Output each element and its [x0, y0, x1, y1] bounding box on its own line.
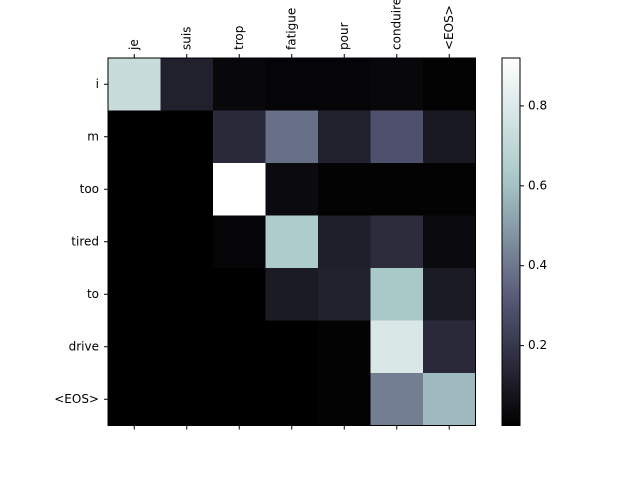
heatmap-cell [318, 268, 371, 321]
heatmap-cell [160, 373, 214, 426]
heatmap-cell [265, 58, 319, 111]
heatmap-cell [265, 268, 319, 321]
heatmap-cell [318, 373, 371, 426]
heatmap-cell [160, 268, 214, 321]
heatmap-cell [265, 215, 319, 269]
heatmap-cell [108, 373, 161, 426]
y-tick-label: to [87, 287, 99, 301]
heatmap-cell [318, 320, 371, 374]
heatmap-cell [160, 215, 214, 269]
heatmap-cell [423, 320, 476, 374]
heatmap-cell [370, 163, 424, 216]
heatmap-cell [108, 320, 161, 374]
y-tick-label: <EOS> [54, 392, 99, 406]
heatmap-cell [160, 110, 214, 164]
heatmap-cell [213, 58, 266, 111]
heatmap-cell [370, 110, 424, 164]
heatmap-cell [213, 110, 266, 164]
heatmap-cell [318, 110, 371, 164]
heatmap-cell [265, 320, 319, 374]
heatmap-cell [160, 58, 214, 111]
x-tick-label: <EOS> [442, 5, 456, 50]
y-tick-label: m [87, 129, 99, 143]
heatmap-cell [265, 373, 319, 426]
x-tick-label: pour [337, 22, 351, 50]
heatmap-cell [108, 268, 161, 321]
x-tick-label: conduire [389, 0, 403, 50]
heatmap-cell [318, 163, 371, 216]
heatmap-cell [370, 58, 424, 111]
colorbar-tick-label: 0.6 [528, 178, 547, 192]
heatmap-cell [213, 268, 266, 321]
heatmap-cell [318, 58, 371, 111]
heatmap-cell [213, 215, 266, 269]
colorbar-tick-label: 0.2 [528, 338, 547, 352]
y-tick-label: tired [71, 234, 99, 248]
heatmap-cell [318, 215, 371, 269]
y-tick-label: too [80, 182, 99, 196]
heatmap-cell [423, 215, 476, 269]
heatmap-cell [370, 215, 424, 269]
heatmap-cell [423, 163, 476, 216]
heatmap-cell [108, 215, 161, 269]
y-tick-label: drive [69, 339, 99, 353]
heatmap-cell [370, 320, 424, 374]
heatmap-cell [423, 373, 476, 426]
heatmap-cell [423, 268, 476, 321]
heatmap-cell [213, 373, 266, 426]
heatmap-cell [160, 320, 214, 374]
colorbar-tick-label: 0.8 [528, 98, 547, 112]
x-axis-ticks: je suis trop fatigue pour conduire <EOS> [127, 0, 456, 430]
heatmap-cell [423, 110, 476, 164]
x-tick-label: fatigue [284, 8, 298, 50]
colorbar [501, 57, 521, 426]
heatmap-cell [213, 163, 266, 216]
colorbar-ticks: 0.2 0.4 0.6 0.8 [520, 98, 547, 352]
heatmap-cell [108, 110, 161, 164]
x-tick-label: suis [179, 27, 193, 50]
heatmap-cell [160, 163, 214, 216]
x-tick-label: trop [232, 26, 246, 50]
x-tick-label: je [127, 39, 141, 51]
heatmap-cell [213, 320, 266, 374]
heatmap-cells [108, 58, 476, 426]
y-axis-ticks: i m too tired to drive <EOS> [54, 77, 108, 406]
y-tick-label: i [96, 77, 99, 91]
heatmap-cell [370, 373, 424, 426]
heatmap-cell [423, 58, 476, 111]
heatmap-cell [265, 163, 319, 216]
heatmap-cell [108, 163, 161, 216]
heatmap-cell [265, 110, 319, 164]
colorbar-tick-label: 0.4 [528, 258, 547, 272]
heatmap-cell [370, 268, 424, 321]
heatmap-cell [108, 58, 161, 111]
